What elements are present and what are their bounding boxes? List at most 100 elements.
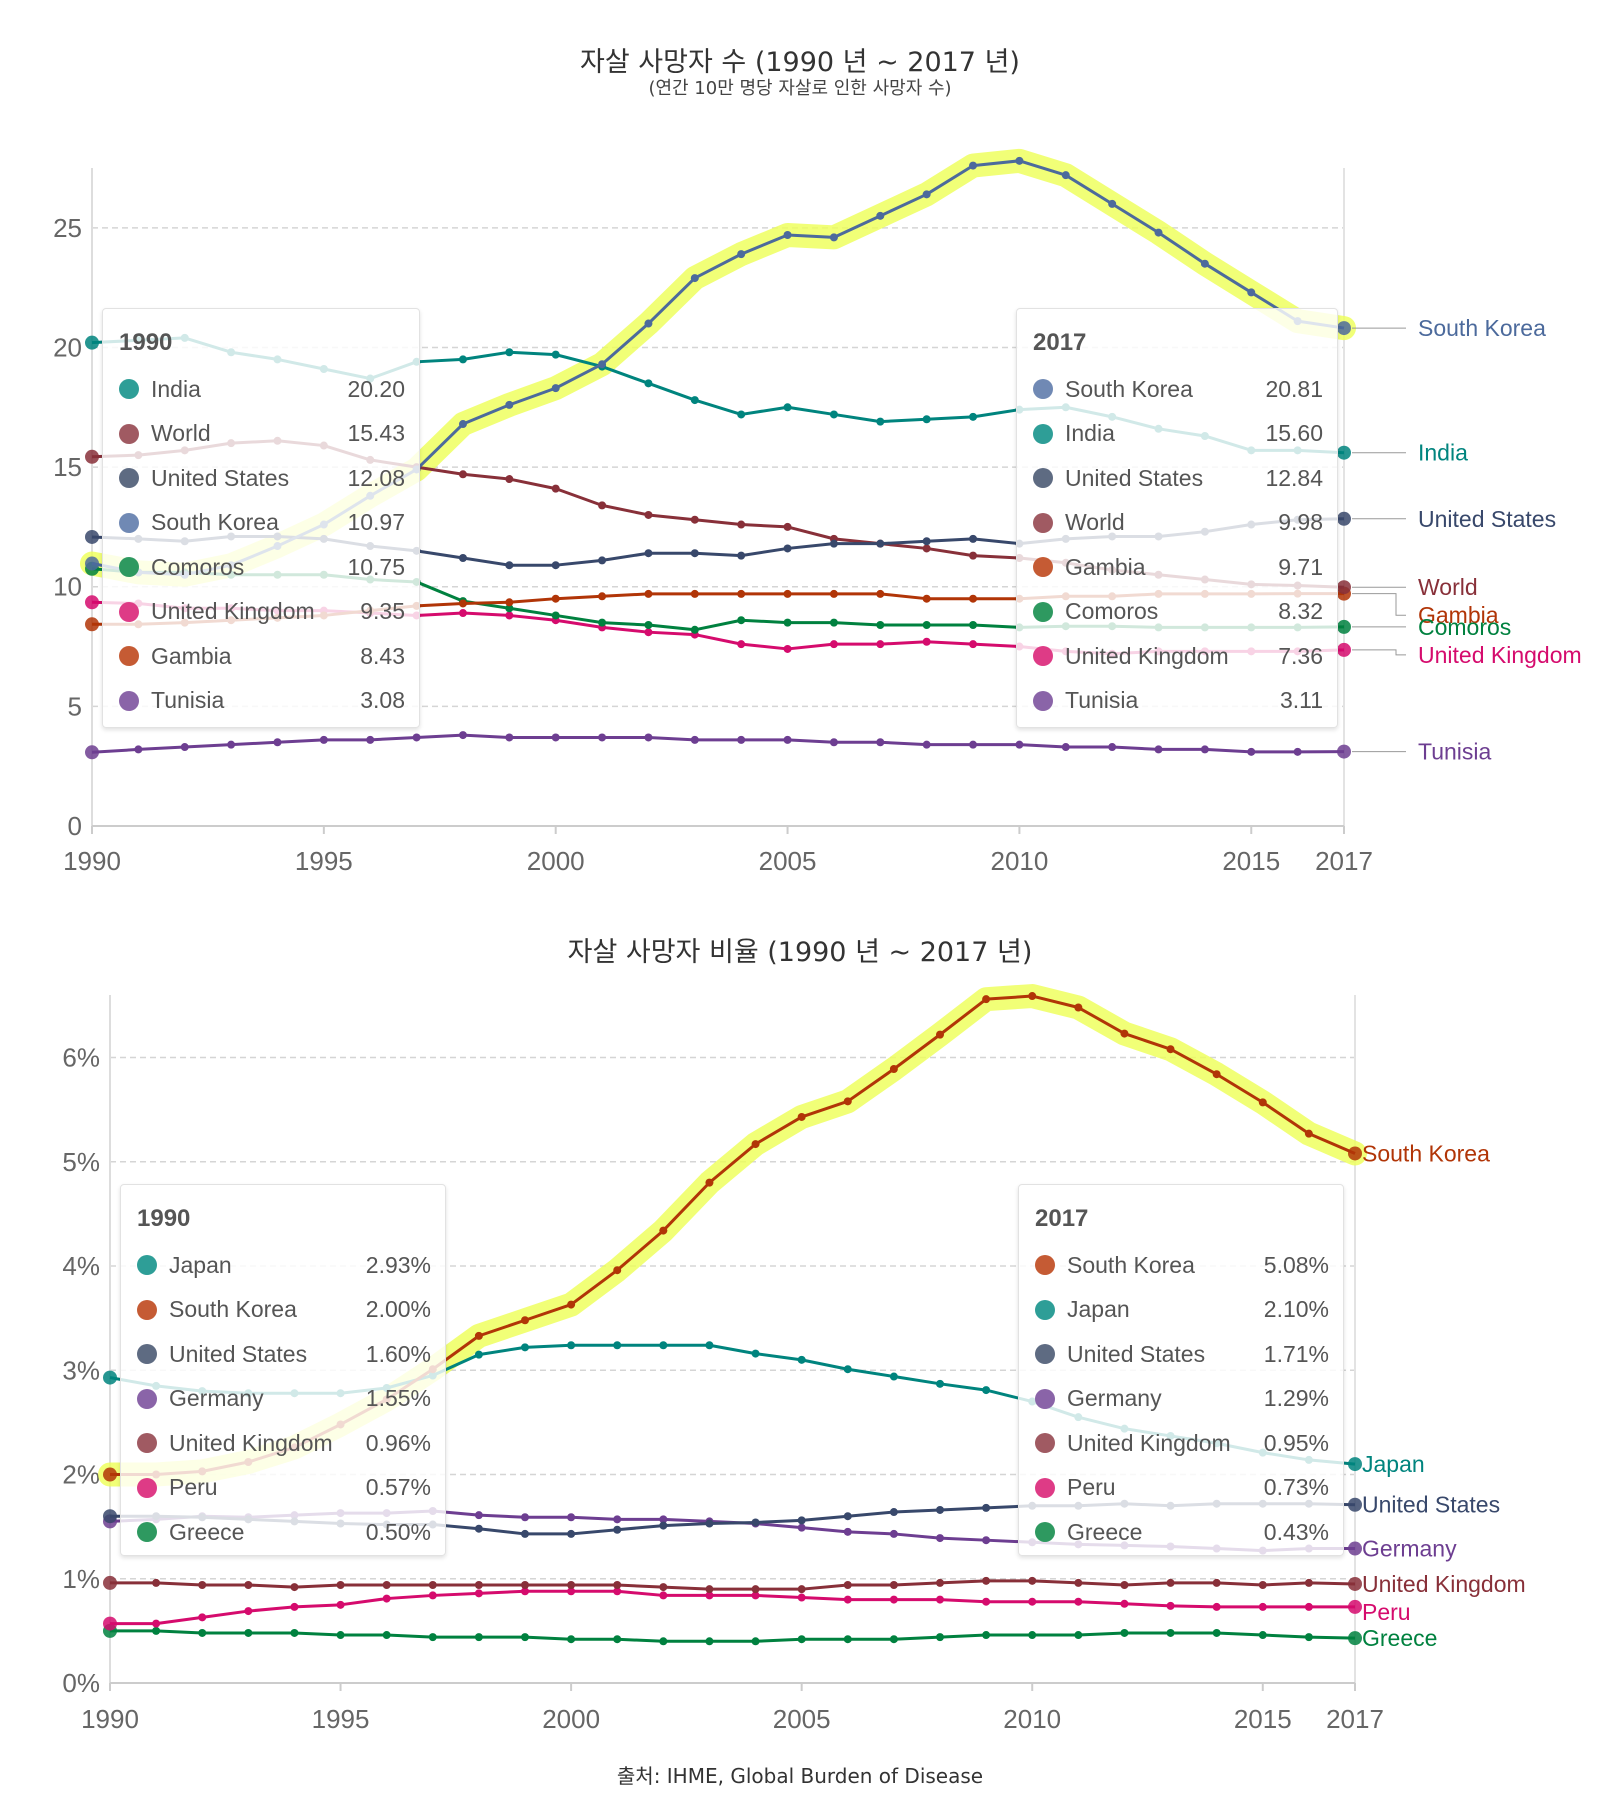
data-point[interactable] xyxy=(922,415,931,424)
data-point[interactable] xyxy=(644,733,653,742)
data-point[interactable] xyxy=(85,617,99,632)
chart2-end-label-south-korea[interactable]: South Korea xyxy=(1362,1140,1490,1166)
data-point[interactable] xyxy=(889,1065,898,1074)
chart2-series-united-kingdom[interactable] xyxy=(103,1575,1362,1594)
series-line[interactable] xyxy=(110,1629,1356,1643)
data-point[interactable] xyxy=(737,551,746,560)
data-point[interactable] xyxy=(982,1576,991,1585)
data-point[interactable] xyxy=(1337,511,1351,526)
data-point[interactable] xyxy=(982,1536,991,1545)
data-point[interactable] xyxy=(551,611,560,620)
data-point[interactable] xyxy=(705,1585,714,1594)
data-point[interactable] xyxy=(922,190,931,199)
data-point[interactable] xyxy=(1074,1631,1083,1640)
data-point[interactable] xyxy=(969,621,978,630)
data-point[interactable] xyxy=(505,400,514,409)
data-point[interactable] xyxy=(382,1631,391,1640)
data-point[interactable] xyxy=(505,475,514,484)
data-point[interactable] xyxy=(1166,1601,1175,1610)
data-point[interactable] xyxy=(85,556,99,571)
data-point[interactable] xyxy=(1337,580,1351,595)
data-point[interactable] xyxy=(521,1633,529,1642)
chart2-series-peru[interactable] xyxy=(103,1587,1362,1631)
data-point[interactable] xyxy=(783,735,792,744)
data-point[interactable] xyxy=(103,1616,117,1631)
data-point[interactable] xyxy=(152,1619,161,1628)
data-point[interactable] xyxy=(829,410,838,419)
data-point[interactable] xyxy=(797,1516,806,1525)
data-point[interactable] xyxy=(982,1597,991,1606)
data-point[interactable] xyxy=(982,1503,991,1512)
data-point[interactable] xyxy=(1061,743,1070,752)
data-point[interactable] xyxy=(551,484,560,493)
data-point[interactable] xyxy=(85,595,99,610)
data-point[interactable] xyxy=(922,544,931,553)
data-point[interactable] xyxy=(521,1513,529,1522)
data-point[interactable] xyxy=(103,1370,117,1385)
data-point[interactable] xyxy=(474,1511,483,1520)
data-point[interactable] xyxy=(551,561,560,570)
data-point[interactable] xyxy=(705,1341,714,1350)
chart2-end-label-greece[interactable]: Greece xyxy=(1362,1625,1437,1651)
data-point[interactable] xyxy=(797,1593,806,1602)
data-point[interactable] xyxy=(644,621,653,630)
data-point[interactable] xyxy=(969,412,978,421)
data-point[interactable] xyxy=(737,250,746,259)
data-point[interactable] xyxy=(1015,156,1024,165)
data-point[interactable] xyxy=(85,335,99,350)
data-point[interactable] xyxy=(969,640,978,649)
data-point[interactable] xyxy=(103,1575,117,1590)
data-point[interactable] xyxy=(521,1529,529,1538)
chart1-end-label-india[interactable]: India xyxy=(1418,440,1468,466)
chart1-series-tunisia[interactable] xyxy=(85,731,1351,760)
data-point[interactable] xyxy=(1337,744,1351,759)
data-point[interactable] xyxy=(567,1513,576,1522)
data-point[interactable] xyxy=(1212,1628,1221,1637)
chart1-end-label-comoros[interactable]: Comoros xyxy=(1418,614,1511,640)
data-point[interactable] xyxy=(922,537,931,546)
data-point[interactable] xyxy=(198,1581,207,1590)
data-point[interactable] xyxy=(458,554,467,563)
data-point[interactable] xyxy=(783,544,792,553)
data-point[interactable] xyxy=(936,1534,944,1543)
data-point[interactable] xyxy=(1304,1633,1313,1642)
chart2-end-label-japan[interactable]: Japan xyxy=(1362,1451,1425,1477)
data-point[interactable] xyxy=(797,1635,806,1644)
data-point[interactable] xyxy=(843,1581,852,1590)
data-point[interactable] xyxy=(659,1591,668,1600)
data-point[interactable] xyxy=(1348,1599,1362,1614)
data-point[interactable] xyxy=(876,417,885,426)
data-point[interactable] xyxy=(644,510,653,519)
data-point[interactable] xyxy=(936,1595,944,1604)
data-point[interactable] xyxy=(922,621,931,630)
data-point[interactable] xyxy=(521,1343,529,1352)
data-point[interactable] xyxy=(1337,445,1351,460)
data-point[interactable] xyxy=(273,738,282,747)
data-point[interactable] xyxy=(474,1350,483,1359)
data-point[interactable] xyxy=(737,640,746,649)
data-point[interactable] xyxy=(751,1349,760,1358)
data-point[interactable] xyxy=(1304,1602,1313,1611)
data-point[interactable] xyxy=(567,1341,576,1350)
data-point[interactable] xyxy=(1304,1129,1313,1138)
chart2-end-label-peru[interactable]: Peru xyxy=(1362,1599,1411,1625)
data-point[interactable] xyxy=(936,1379,944,1388)
data-point[interactable] xyxy=(969,594,978,603)
data-point[interactable] xyxy=(1120,1581,1129,1590)
data-point[interactable] xyxy=(1348,1457,1362,1472)
data-point[interactable] xyxy=(1348,1631,1362,1646)
data-point[interactable] xyxy=(969,534,978,543)
data-point[interactable] xyxy=(659,1226,668,1235)
data-point[interactable] xyxy=(751,1140,760,1149)
chart2-end-label-germany[interactable]: Germany xyxy=(1362,1536,1457,1562)
data-point[interactable] xyxy=(1120,1029,1129,1038)
data-point[interactable] xyxy=(705,1637,714,1646)
data-point[interactable] xyxy=(829,589,838,598)
series-line[interactable] xyxy=(91,733,1345,754)
data-point[interactable] xyxy=(889,1635,898,1644)
data-point[interactable] xyxy=(474,1581,483,1590)
data-point[interactable] xyxy=(690,274,699,283)
chart1-end-label-united-kingdom[interactable]: United Kingdom xyxy=(1418,642,1582,668)
data-point[interactable] xyxy=(567,1581,576,1590)
data-point[interactable] xyxy=(737,520,746,529)
